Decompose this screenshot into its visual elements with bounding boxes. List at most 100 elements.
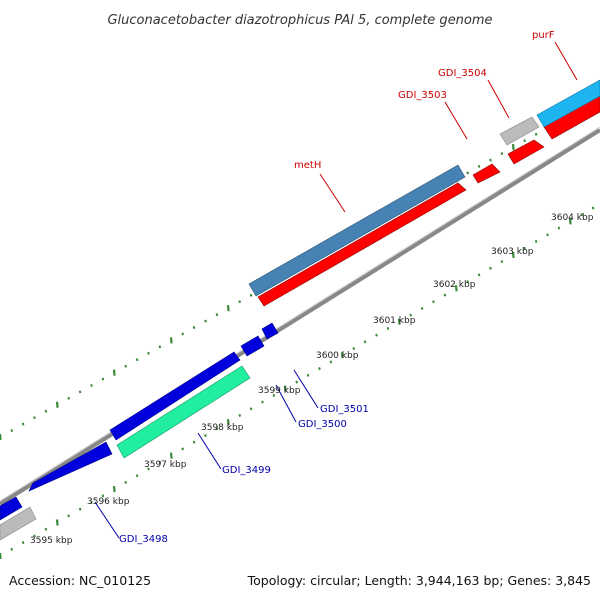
- inner-scale-tick: [21, 541, 25, 545]
- inner-scale-tick: [0, 552, 2, 560]
- outer-scale-tick: [112, 369, 116, 376]
- inner-scale-tick: [397, 318, 401, 325]
- gene-label-gdi-3498[interactable]: GDI_3498: [119, 534, 168, 545]
- gdi-3501-gene-feature[interactable]: [261, 322, 279, 340]
- kbp-label-3604: 3604 kbp: [551, 213, 594, 223]
- inner-scale-tick: [500, 260, 504, 264]
- outer-scale-tick: [90, 384, 93, 387]
- gene-label-metH[interactable]: metH: [294, 160, 321, 171]
- gdi-3499-callout-line: [197, 432, 222, 470]
- kbp-label-3600: 3600 kbp: [316, 351, 359, 361]
- kbp-label-3602: 3602 kbp: [433, 280, 476, 290]
- outer-scale-tick: [158, 345, 162, 349]
- genome-backbone-highlight: [0, 126, 600, 502]
- inner-scale-tick: [204, 434, 207, 437]
- outer-scale-tick: [0, 433, 2, 441]
- gdi-3501-callout-line: [293, 369, 319, 409]
- gdi-3503-cds-feature[interactable]: [472, 163, 501, 184]
- outer-scale-tick: [511, 144, 515, 151]
- outer-scale-tick: [204, 319, 207, 323]
- outer-scale-tick: [67, 396, 70, 400]
- outer-scale-tick: [534, 132, 538, 136]
- genome-title: Gluconacetobacter diazotrophicus PAl 5, …: [107, 13, 492, 28]
- gdi-3504-callout-line: [487, 79, 510, 119]
- gene-label-gdi-3499[interactable]: GDI_3499: [222, 465, 271, 476]
- gdi-3498-gene-feature[interactable]: [0, 506, 37, 541]
- genome-backbone: [0, 128, 600, 506]
- outer-scale-tick: [238, 300, 241, 304]
- inner-tick-row: [0, 206, 595, 560]
- outer-scale-tick: [466, 171, 469, 175]
- inner-scale-tick: [283, 385, 287, 392]
- inner-scale-tick: [375, 333, 378, 337]
- gdi-3500-callout-line: [275, 384, 297, 423]
- outer-scale-tick: [10, 429, 13, 433]
- outer-scale-tick: [124, 364, 127, 368]
- outer-scale-tick: [477, 165, 481, 168]
- inner-scale-tick: [33, 534, 36, 538]
- gdi-3503-callout-line: [444, 101, 468, 140]
- gene-label-gdi-3500[interactable]: GDI_3500: [298, 419, 347, 430]
- outer-scale-tick: [78, 390, 82, 394]
- inner-scale-tick: [534, 240, 538, 243]
- outer-scale-tick: [21, 422, 25, 426]
- inner-scale-tick: [443, 293, 447, 297]
- gene-label-gdi-3504[interactable]: GDI_3504: [438, 68, 487, 79]
- outer-scale-tick: [147, 351, 150, 355]
- inner-scale-tick: [181, 447, 184, 451]
- gdi-3497-gene-feature[interactable]: [0, 496, 23, 521]
- inner-scale-tick: [340, 352, 344, 359]
- inner-scale-tick: [511, 251, 515, 258]
- gene-label-gdi-3503[interactable]: GDI_3503: [398, 90, 447, 101]
- outer-scale-tick: [500, 152, 504, 156]
- inner-scale-tick: [55, 519, 59, 526]
- inner-scale-tick: [67, 514, 70, 518]
- outer-scale-tick: [44, 409, 48, 413]
- gdi-3504-cds-feature[interactable]: [507, 139, 545, 165]
- outer-scale-tick: [101, 377, 105, 381]
- inner-scale-tick: [409, 313, 412, 317]
- metH-cds-feature[interactable]: [257, 182, 467, 307]
- outer-scale-tick: [135, 358, 139, 362]
- inner-scale-tick: [306, 373, 310, 377]
- outer-scale-tick: [169, 337, 173, 344]
- inner-scale-tick: [591, 206, 595, 210]
- inner-scale-tick: [112, 485, 116, 493]
- gene-label-purF[interactable]: purF: [532, 30, 555, 41]
- outer-scale-tick: [226, 305, 230, 312]
- purF-gene-feature[interactable]: [536, 79, 600, 128]
- inner-scale-tick: [295, 380, 298, 384]
- inner-scale-tick: [101, 494, 105, 498]
- outer-scale-tick: [215, 313, 219, 317]
- gdi-3499-cds-feature[interactable]: [109, 351, 241, 441]
- inner-scale-tick: [249, 407, 253, 411]
- gdi-3499-gene-feature[interactable]: [116, 365, 251, 459]
- inner-scale-tick: [420, 306, 424, 310]
- kbp-label-3601: 3601 kbp: [373, 316, 416, 326]
- inner-scale-tick: [147, 467, 150, 471]
- kbp-label-3603: 3603 kbp: [491, 247, 534, 257]
- inner-scale-tick: [192, 440, 196, 444]
- inner-scale-tick: [215, 427, 219, 431]
- inner-scale-tick: [523, 246, 526, 250]
- metH-callout-line: [319, 173, 346, 213]
- inner-scale-tick: [124, 480, 127, 484]
- inner-scale-tick: [90, 501, 93, 504]
- inner-scale-tick: [352, 347, 355, 350]
- metH-gene-feature[interactable]: [248, 164, 466, 297]
- outer-scale-tick: [249, 293, 253, 297]
- gdi-3498-cds-feature[interactable]: [28, 441, 113, 492]
- kbp-label-3597: 3597 kbp: [144, 460, 187, 470]
- kbp-label-3599: 3599 kbp: [258, 386, 301, 396]
- inner-scale-tick: [226, 419, 230, 426]
- inner-scale-tick: [454, 285, 458, 292]
- gene-label-gdi-3501[interactable]: GDI_3501: [320, 404, 369, 415]
- inner-scale-tick: [432, 300, 435, 304]
- inner-scale-tick: [135, 474, 139, 478]
- inner-scale-tick: [489, 266, 492, 270]
- inner-scale-tick: [363, 340, 367, 344]
- inner-scale-tick: [318, 367, 321, 371]
- inner-scale-tick: [477, 273, 481, 277]
- gdi-3500-gene-feature[interactable]: [240, 335, 265, 357]
- gdi-3504-gene-feature[interactable]: [499, 116, 540, 146]
